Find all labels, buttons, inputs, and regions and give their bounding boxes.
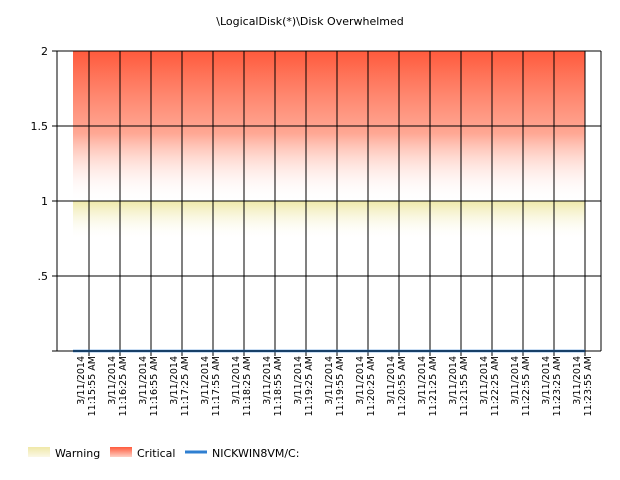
x-tick-label-line: 3/11/2014 [448,356,459,405]
legend-warning-label: Warning [55,447,100,460]
x-tick-label-line: 3/11/2014 [479,356,490,405]
x-tick-label: 3/11/2014 11:16:25 AM [107,356,129,416]
x-tick-label: 3/11/2014 11:19:55 AM [324,356,346,416]
x-tick-label-line: 3/11/2014 [262,356,273,405]
x-tick-label-line: 3/11/2014 [572,356,583,405]
x-tick-label-line: 11:22:55 AM [521,356,532,416]
legend: Warning Critical NICKWIN8VM/C: [28,447,299,460]
y-tick-label: 1.5 [31,120,49,133]
legend-series-label: NICKWIN8VM/C: [212,447,299,460]
chart-title: \LogicalDisk(*)\Disk Overwhelmed [216,15,404,28]
x-tick-labels: 3/11/2014 11:15:55 AM 3/11/2014 11:16:25 AM… [76,356,594,416]
x-tick-label: 3/11/2014 11:16:55 AM [138,356,160,416]
x-tick-label-line: 3/11/2014 [76,356,87,405]
band-warning [73,201,585,239]
x-tick-label-line: 3/11/2014 [541,356,552,405]
x-tick-label-line: 11:16:55 AM [149,356,160,416]
x-tick-label-line: 3/11/2014 [355,356,366,405]
y-tick-label: .5 [38,270,49,283]
x-tick-label-line: 11:22:25 AM [490,356,501,416]
x-tick-label-line: 11:23:25 AM [552,356,563,416]
legend-critical-swatch [110,447,132,457]
x-tick-label: 3/11/2014 11:20:25 AM [355,356,377,416]
x-tick-label: 3/11/2014 11:22:55 AM [510,356,532,416]
x-tick-label-line: 11:21:55 AM [459,356,470,416]
x-tick-label-line: 3/11/2014 [510,356,521,405]
grid [57,50,602,356]
x-tick-label: 3/11/2014 11:23:55 AM [572,356,594,416]
x-tick-label-line: 3/11/2014 [107,356,118,405]
x-tick-label-line: 3/11/2014 [169,356,180,405]
x-tick-label-line: 3/11/2014 [386,356,397,405]
x-tick-label-line: 3/11/2014 [324,356,335,405]
x-tick-label: 3/11/2014 11:18:55 AM [262,356,284,416]
x-tick-label-line: 11:20:25 AM [366,356,377,416]
x-tick-label: 3/11/2014 11:17:25 AM [169,356,191,416]
x-tick-label-line: 11:15:55 AM [87,356,98,416]
x-tick-label: 3/11/2014 11:20:55 AM [386,356,408,416]
x-tick-label: 3/11/2014 11:21:25 AM [417,356,439,416]
x-tick-label: 3/11/2014 11:17:55 AM [200,356,222,416]
x-tick-label: 3/11/2014 11:21:55 AM [448,356,470,416]
x-tick-label-line: 3/11/2014 [138,356,149,405]
x-tick-label: 3/11/2014 11:15:55 AM [76,356,98,416]
legend-warning-swatch [28,447,50,457]
y-tick-labels: .5 1 1.5 2 [31,45,49,283]
x-tick-label: 3/11/2014 11:22:25 AM [479,356,501,416]
x-tick-label-line: 3/11/2014 [200,356,211,405]
x-tick-label-line: 11:23:55 AM [583,356,594,416]
x-tick-label-line: 11:18:25 AM [242,356,253,416]
threshold-bands [73,51,585,239]
x-tick-label-line: 3/11/2014 [231,356,242,405]
x-tick-label-line: 11:16:25 AM [118,356,129,416]
x-tick-label: 3/11/2014 11:19:25 AM [293,356,315,416]
y-tick-label: 1 [41,195,48,208]
x-tick-label: 3/11/2014 11:23:25 AM [541,356,563,416]
x-tick-label-line: 11:20:55 AM [397,356,408,416]
x-tick-label-line: 3/11/2014 [293,356,304,405]
x-tick-label-line: 11:17:55 AM [211,356,222,416]
axes [52,50,601,352]
y-tick-label: 2 [41,45,48,58]
x-tick-label-line: 11:18:55 AM [273,356,284,416]
x-tick-label-line: 11:17:25 AM [180,356,191,416]
x-tick-label-line: 11:19:55 AM [335,356,346,416]
legend-critical-label: Critical [137,447,175,460]
x-tick-label: 3/11/2014 11:18:25 AM [231,356,253,416]
x-tick-label-line: 11:19:25 AM [304,356,315,416]
x-tick-label-line: 11:21:25 AM [428,356,439,416]
x-tick-label-line: 3/11/2014 [417,356,428,405]
